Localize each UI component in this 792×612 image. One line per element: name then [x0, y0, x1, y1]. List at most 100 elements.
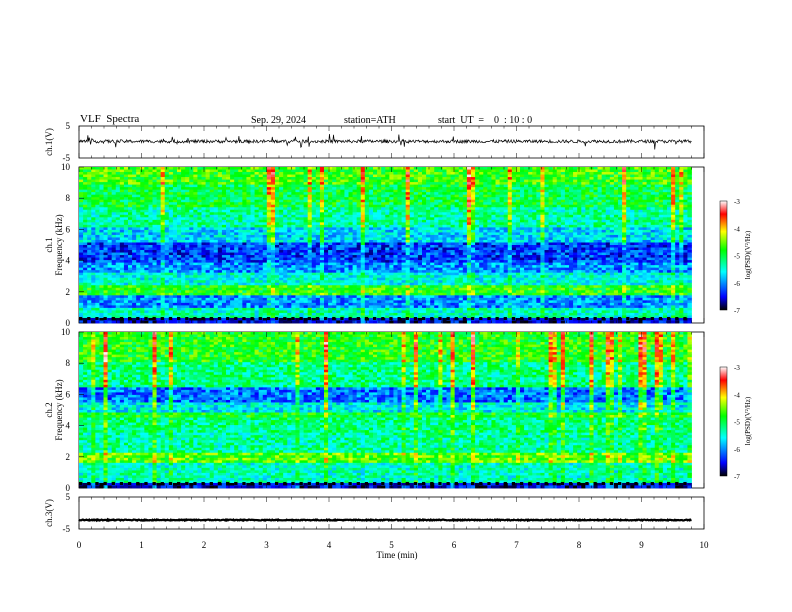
- spectrogram-cell: [279, 167, 284, 170]
- spectrogram-cell: [646, 194, 652, 198]
- spectrogram-cell: [119, 229, 125, 233]
- spectrogram-cell: [193, 242, 198, 246]
- spectrogram-cell: [140, 182, 145, 186]
- spectrogram-cell: [324, 232, 329, 236]
- spectrogram-cell: [217, 182, 223, 186]
- spectrogram-cell: [201, 224, 206, 228]
- spectrogram-cell: [177, 229, 182, 233]
- spectrogram-cell: [544, 177, 549, 180]
- spectrogram-cell: [479, 227, 484, 231]
- spectrogram-cell: [654, 224, 660, 228]
- spectrogram-cell: [332, 234, 337, 238]
- spectrogram-cell: [552, 224, 558, 228]
- spectrogram-cell: [597, 207, 603, 211]
- spectrogram-cell: [569, 182, 574, 186]
- spectrogram-cell: [295, 204, 300, 208]
- spectrogram-cell: [221, 194, 227, 198]
- spectrogram-cell: [499, 237, 505, 241]
- spectrogram-cell: [393, 245, 398, 248]
- spectrogram-cell: [307, 192, 313, 196]
- spectrogram-cell: [148, 217, 153, 221]
- spectrogram-cell: [250, 214, 255, 218]
- spectrogram-cell: [177, 222, 182, 226]
- spectrogram-cell: [560, 237, 566, 241]
- spectrogram-cell: [654, 212, 660, 216]
- spectrogram-cell: [581, 184, 586, 188]
- spectrogram-cell: [601, 189, 607, 193]
- spectrogram-cell: [270, 172, 276, 175]
- spectrogram-cell: [287, 212, 292, 216]
- spectrogram-cell: [446, 224, 451, 228]
- spectrogram-cell: [364, 209, 370, 213]
- spectrogram-cell: [315, 179, 321, 183]
- spectrogram-cell: [671, 194, 676, 198]
- spectrogram-cell: [581, 219, 586, 223]
- spectrogram-cell: [577, 174, 582, 178]
- spectrogram-cell: [177, 217, 182, 221]
- spectrogram-cell: [450, 167, 456, 170]
- spectrogram-cell: [499, 189, 505, 193]
- spectrogram-cell: [430, 239, 435, 243]
- spectrogram-cell: [111, 197, 117, 201]
- spectrogram-cell: [262, 214, 268, 218]
- spectrogram-cell: [111, 204, 117, 208]
- spectrogram-cell: [503, 232, 509, 236]
- spectrogram-cell: [495, 217, 500, 221]
- spectrogram-cell: [360, 245, 366, 248]
- spectrogram-cell: [160, 232, 166, 236]
- spectrogram-cell: [136, 242, 141, 246]
- spectrogram-cell: [328, 209, 333, 213]
- spectrogram-cell: [593, 179, 598, 183]
- spectrogram-cell: [638, 182, 643, 186]
- spectrogram-cell: [577, 247, 582, 251]
- spectrogram-cell: [205, 250, 211, 253]
- spectrogram-cell: [401, 224, 407, 228]
- spectrogram-cell: [226, 224, 231, 228]
- spectrogram-cell: [422, 192, 427, 196]
- spectrogram-cell: [364, 187, 370, 191]
- spectrogram-cell: [687, 199, 692, 203]
- spectrogram-cell: [177, 234, 182, 238]
- spectrogram-cell: [536, 239, 541, 243]
- spectrogram-cell: [332, 192, 337, 196]
- spectrogram-cell: [446, 204, 451, 208]
- spectrogram-cell: [605, 189, 611, 193]
- spectrogram-cell: [544, 224, 549, 228]
- spectrogram-cell: [373, 177, 378, 180]
- spectrogram-cell: [364, 197, 370, 201]
- spectrogram-cell: [275, 184, 280, 188]
- spectrogram-cell: [234, 250, 239, 253]
- spectrogram-cell: [552, 209, 558, 213]
- spectrogram-cell: [528, 222, 533, 226]
- spectrogram-cell: [168, 192, 174, 196]
- spectrogram-cell: [181, 219, 186, 223]
- spectrogram-cell: [585, 177, 590, 180]
- spectrogram-cell: [654, 229, 660, 233]
- spectrogram-cell: [287, 227, 292, 231]
- spectrogram-cell: [148, 242, 153, 246]
- spectrogram-cell: [540, 207, 545, 211]
- spectrogram-cell: [99, 237, 104, 241]
- spectrogram-cell: [487, 184, 492, 188]
- spectrogram-cell: [95, 182, 100, 186]
- spectrogram-cell: [172, 202, 178, 206]
- spectrogram-cell: [422, 239, 427, 243]
- spectrogram-cell: [303, 247, 309, 251]
- spectrogram-cell: [581, 194, 586, 198]
- spectrogram-cell: [266, 247, 272, 251]
- spectrogram-cell: [332, 222, 337, 226]
- spectrogram-cell: [299, 202, 304, 206]
- spectrogram-cell: [397, 214, 402, 218]
- spectrogram-cell: [446, 182, 451, 186]
- spectrogram-cell: [205, 204, 211, 208]
- spectrogram-cell: [577, 237, 582, 241]
- spectrogram-cell: [442, 242, 447, 246]
- spectrogram-cell: [332, 245, 337, 248]
- spectrogram-cell: [319, 237, 325, 241]
- spectrogram-cell: [622, 234, 627, 238]
- spectrogram-cell: [144, 199, 149, 203]
- spectrogram-cell: [148, 204, 153, 208]
- spectrogram-cell: [434, 234, 439, 238]
- spectrogram-cell: [511, 167, 517, 170]
- spectrogram-cell: [189, 184, 194, 188]
